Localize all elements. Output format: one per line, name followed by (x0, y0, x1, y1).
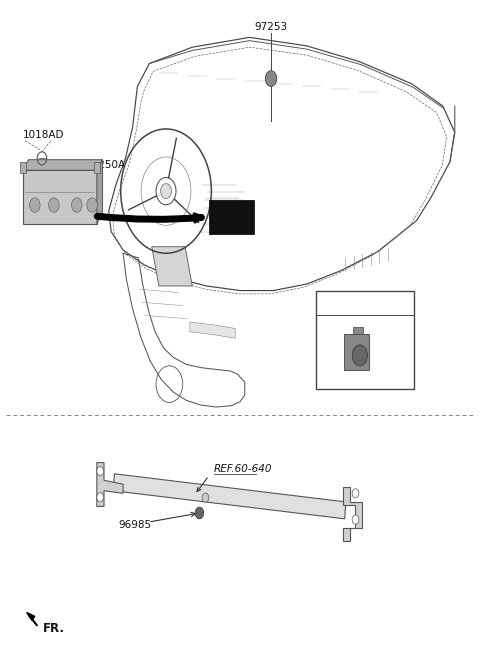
Text: FR.: FR. (42, 622, 64, 635)
Polygon shape (27, 612, 35, 620)
Bar (344, 334, 369, 371)
Polygon shape (343, 487, 362, 541)
Circle shape (97, 466, 104, 476)
Polygon shape (97, 160, 103, 224)
Circle shape (72, 198, 82, 212)
Polygon shape (190, 322, 235, 338)
Polygon shape (113, 474, 346, 519)
Circle shape (87, 198, 97, 212)
Circle shape (352, 345, 368, 366)
Bar (209, 200, 254, 234)
Text: 1018AD: 1018AD (23, 130, 64, 140)
Circle shape (97, 493, 104, 502)
Text: 97253: 97253 (254, 22, 288, 32)
Circle shape (352, 515, 359, 524)
FancyArrowPatch shape (151, 512, 195, 522)
Polygon shape (23, 160, 103, 170)
Bar (353, 327, 363, 334)
Bar (316, 290, 414, 389)
Circle shape (352, 489, 359, 498)
Bar (21, 162, 26, 173)
Text: 96985: 96985 (118, 520, 151, 530)
Bar (23, 170, 97, 224)
Circle shape (48, 198, 59, 212)
Text: 97250A: 97250A (85, 160, 125, 170)
FancyArrowPatch shape (97, 216, 201, 219)
FancyArrowPatch shape (30, 616, 37, 625)
Circle shape (161, 184, 171, 198)
Circle shape (202, 493, 209, 502)
Polygon shape (97, 463, 123, 507)
Text: REF.60-640: REF.60-640 (214, 464, 272, 474)
Circle shape (30, 198, 40, 212)
Polygon shape (152, 247, 192, 286)
Circle shape (265, 71, 277, 87)
Text: 97253X: 97253X (345, 300, 385, 310)
Circle shape (195, 507, 204, 519)
Bar (95, 162, 100, 173)
